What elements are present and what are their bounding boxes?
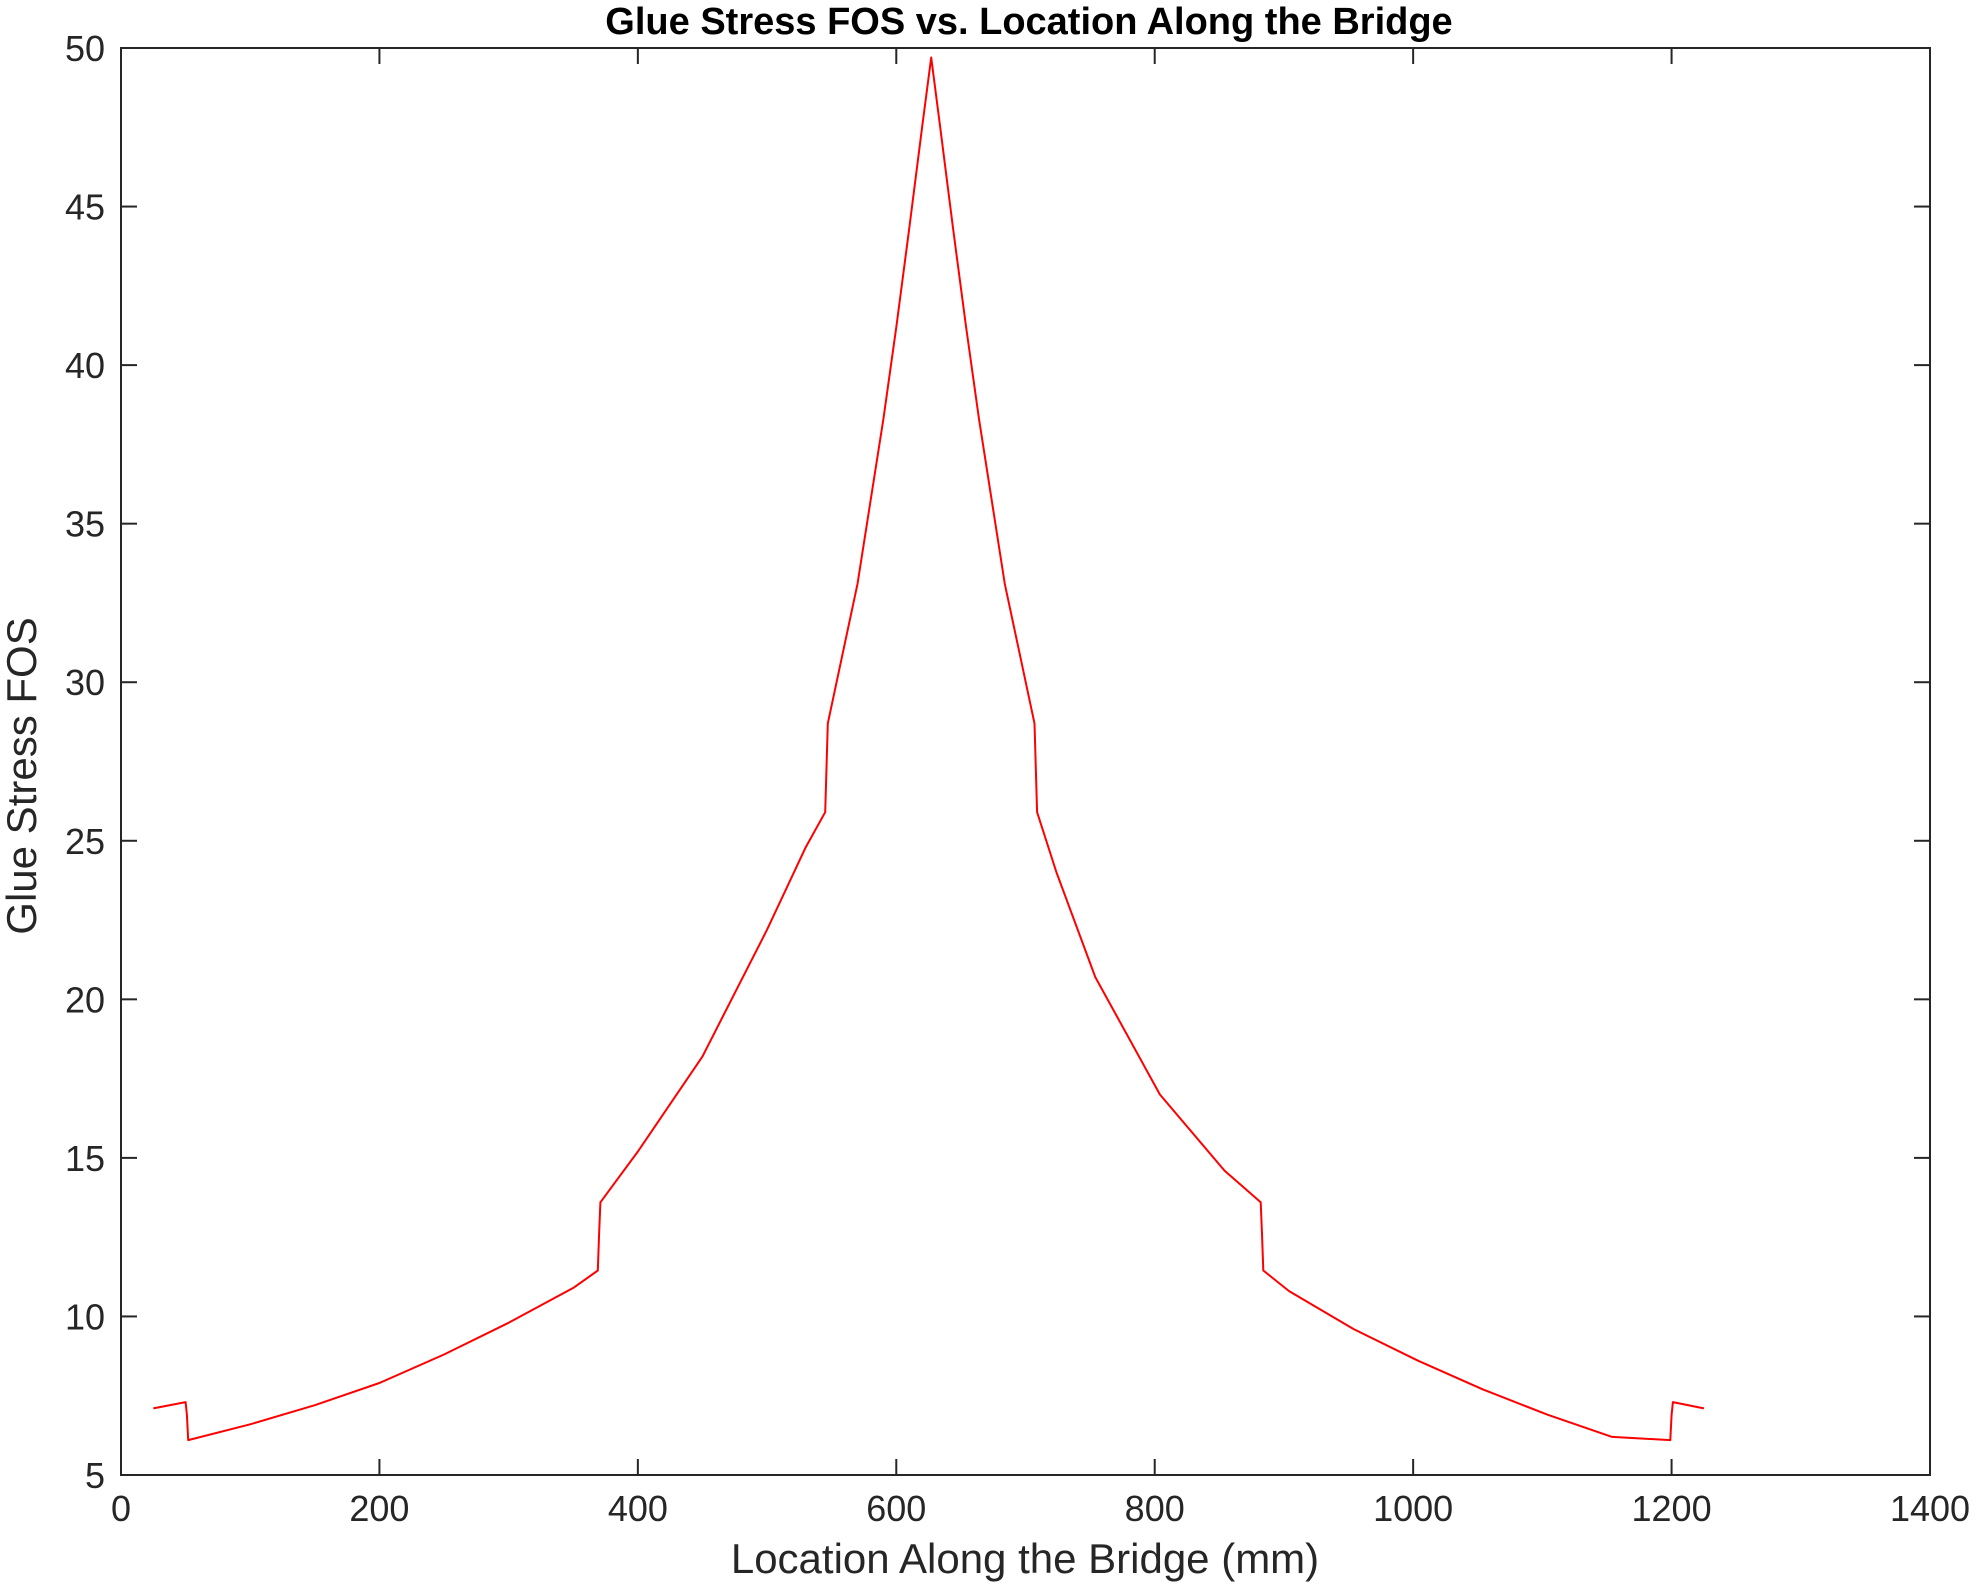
y-tick-label: 45	[65, 187, 105, 228]
y-tick-label: 25	[65, 821, 105, 862]
plot-area-box	[120, 47, 1931, 1476]
series-layer	[153, 56, 1705, 1442]
x-tick-label: 0	[111, 1488, 131, 1529]
y-tick-label: 5	[85, 1455, 105, 1496]
y-tick-label: 35	[65, 504, 105, 545]
series-line-0	[153, 56, 1705, 1442]
x-tick-label: 600	[866, 1488, 926, 1529]
x-tick-label: 1200	[1632, 1488, 1712, 1529]
x-axis-ticks: 0 200 400 600 800 1000 1200 1400	[111, 48, 1970, 1529]
y-axis-label: Glue Stress FOS	[0, 617, 45, 934]
chart-title: Glue Stress FOS vs. Location Along the B…	[605, 1, 1452, 43]
x-tick-label: 1400	[1890, 1488, 1970, 1529]
y-axis-ticks: 5 10 15 20 25 30 35 40 45 50	[65, 28, 1930, 1496]
x-axis-label: Location Along the Bridge (mm)	[731, 1535, 1319, 1582]
y-tick-label: 30	[65, 662, 105, 703]
y-tick-label: 10	[65, 1296, 105, 1337]
x-tick-label: 800	[1125, 1488, 1185, 1529]
x-tick-label: 400	[608, 1488, 668, 1529]
y-tick-label: 50	[65, 28, 105, 69]
x-tick-label: 200	[349, 1488, 409, 1529]
y-tick-label: 15	[65, 1138, 105, 1179]
x-tick-label: 1000	[1373, 1488, 1453, 1529]
y-tick-label: 20	[65, 979, 105, 1020]
y-tick-label: 40	[65, 345, 105, 386]
